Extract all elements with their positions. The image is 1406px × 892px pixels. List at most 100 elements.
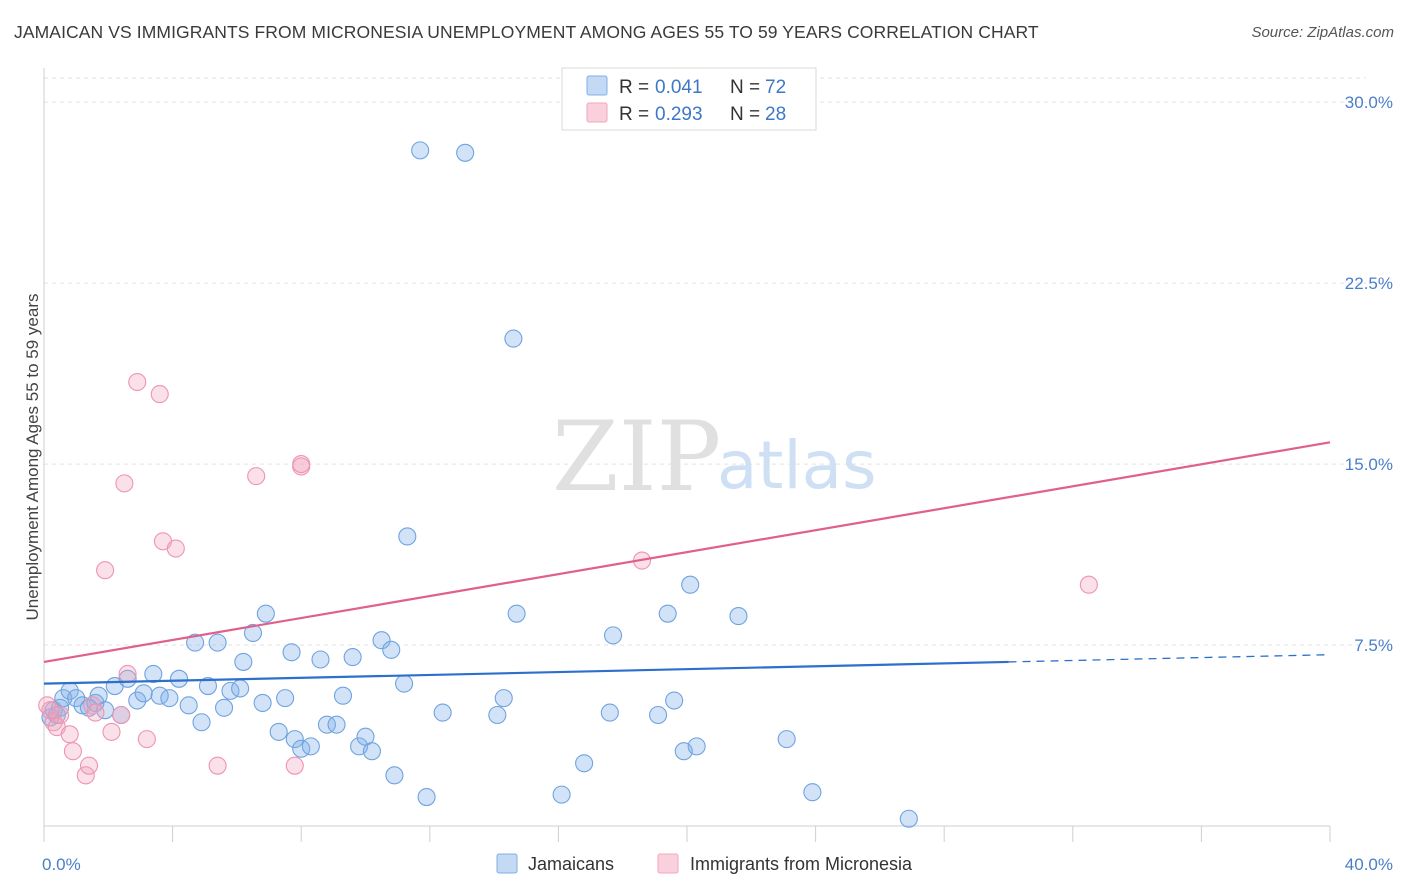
source-credit: Source: ZipAtlas.com xyxy=(1251,24,1394,41)
jamaican-point-35 xyxy=(282,643,301,662)
micronesia-point-12 xyxy=(112,705,131,725)
jamaican-point-64 xyxy=(649,705,668,725)
jamaican-point-6 xyxy=(67,689,86,708)
micronesia-point-0 xyxy=(38,696,57,715)
micronesia-point-14 xyxy=(118,664,137,684)
micronesia-point-13 xyxy=(115,474,134,493)
jamaican-point-43 xyxy=(343,648,362,667)
jamaican-point-17 xyxy=(144,664,163,684)
jamaican-point-23 xyxy=(192,713,211,732)
micronesia-point-10 xyxy=(96,561,115,580)
jamaican-point-28 xyxy=(231,679,250,698)
jamaican-point-60 xyxy=(552,785,571,804)
y-axis-label: Unemployment Among Ages 55 to 59 years xyxy=(23,294,42,621)
legend-r-label-0: R = xyxy=(619,77,649,98)
jamaican-point-42 xyxy=(333,686,353,705)
bottom-legend-micronesia: Immigrants from Micronesia xyxy=(690,854,913,874)
jamaican-point-39 xyxy=(311,650,330,669)
jamaican-point-50 xyxy=(395,674,414,693)
legend-swatch-micronesia xyxy=(586,102,608,123)
micronesia-point-11 xyxy=(102,722,121,741)
legend-r-label-1: R = xyxy=(619,104,649,125)
jamaican-point-48 xyxy=(382,640,401,659)
micronesia-point-27 xyxy=(41,701,60,720)
legend: R = 0.041 N = 72 R = 0.293 N = 28 xyxy=(561,67,817,131)
jamaican-point-15 xyxy=(128,691,147,710)
jamaican-point-24 xyxy=(198,677,218,696)
jamaican-point-53 xyxy=(417,787,436,807)
jamaican-point-31 xyxy=(253,693,272,712)
micronesia-point-15 xyxy=(128,372,147,392)
micronesia-point-20 xyxy=(208,756,227,775)
legend-swatch-jamaicans xyxy=(586,75,608,96)
jamaican-point-25 xyxy=(208,633,227,652)
jamaican-point-52 xyxy=(411,141,430,160)
micronesia-point-26 xyxy=(1079,575,1098,594)
legend-r-value-1: 0.293 xyxy=(655,104,703,125)
jamaican-point-34 xyxy=(276,689,295,708)
micronesia-point-24 xyxy=(292,455,311,474)
micronesia-point-9 xyxy=(86,703,105,722)
jamaican-point-47 xyxy=(372,631,391,650)
jamaican-point-71 xyxy=(777,730,796,749)
watermark: ZIP atlas xyxy=(552,401,877,513)
micronesia-point-3 xyxy=(51,705,70,725)
trend-line-micronesia xyxy=(43,441,1331,664)
legend-r-value-0: 0.041 xyxy=(655,77,703,98)
jamaican-point-54 xyxy=(433,703,452,722)
jamaican-point-38 xyxy=(301,737,320,756)
micronesia-point-1 xyxy=(44,713,63,732)
x-tick-label-0: 0.0% xyxy=(42,855,81,874)
legend-n-label-1: N = xyxy=(730,104,760,125)
micronesia-point-22 xyxy=(285,756,304,775)
jamaican-point-56 xyxy=(488,705,507,725)
jamaican-point-14 xyxy=(118,669,137,688)
y-tick-label-1: 15.0% xyxy=(1345,455,1393,474)
jamaican-point-55 xyxy=(456,143,475,162)
jamaican-point-58 xyxy=(504,329,523,348)
jamaican-point-33 xyxy=(269,722,288,741)
bottom-legend-jamaicans: Jamaicans xyxy=(528,854,614,874)
jamaican-point-61 xyxy=(575,754,594,773)
jamaican-point-69 xyxy=(687,737,706,756)
jamaican-point-20 xyxy=(169,669,189,688)
axes xyxy=(43,68,1331,842)
series-micronesia xyxy=(38,372,1098,785)
jamaican-point-68 xyxy=(681,575,700,594)
jamaican-point-51 xyxy=(398,527,417,546)
jamaican-point-59 xyxy=(507,604,526,623)
trend-line-jamaicans xyxy=(43,660,1009,685)
bottom-legend-swatch-jamaicans xyxy=(496,853,518,874)
y-tick-label-0: 7.5% xyxy=(1354,636,1393,655)
jamaican-point-21 xyxy=(179,696,198,715)
trend-lines xyxy=(43,441,1331,685)
micronesia-point-19 xyxy=(166,539,185,558)
jamaican-point-16 xyxy=(134,684,153,703)
micronesia-point-16 xyxy=(137,730,156,749)
jamaican-point-73 xyxy=(899,809,918,828)
jamaican-point-57 xyxy=(494,689,513,708)
micronesia-point-6 xyxy=(76,766,95,785)
micronesia-point-7 xyxy=(79,756,99,775)
legend-n-value-1: 28 xyxy=(765,104,786,125)
watermark-atlas: atlas xyxy=(717,427,877,504)
jamaican-point-72 xyxy=(803,783,822,802)
micronesia-point-17 xyxy=(150,385,169,404)
watermark-zip: ZIP xyxy=(552,401,721,513)
x-tick-labels: 0.0% 40.0% xyxy=(42,855,1393,874)
jamaican-point-62 xyxy=(600,703,619,722)
grid-lines xyxy=(44,77,1366,646)
jamaican-point-40 xyxy=(317,715,336,734)
y-tick-labels: 7.5% 15.0% 22.5% 30.0% xyxy=(1345,93,1393,655)
jamaican-point-63 xyxy=(604,626,623,645)
x-tick-label-1: 40.0% xyxy=(1345,855,1393,874)
jamaican-point-32 xyxy=(256,604,275,623)
jamaican-point-22 xyxy=(186,633,205,652)
jamaican-point-46 xyxy=(362,742,381,761)
chart-title: JAMAICAN VS IMMIGRANTS FROM MICRONESIA U… xyxy=(14,22,1039,42)
jamaican-point-19 xyxy=(160,689,179,708)
bottom-legend-swatch-micronesia xyxy=(657,853,679,874)
jamaican-point-65 xyxy=(658,604,677,623)
jamaican-point-49 xyxy=(385,766,404,785)
